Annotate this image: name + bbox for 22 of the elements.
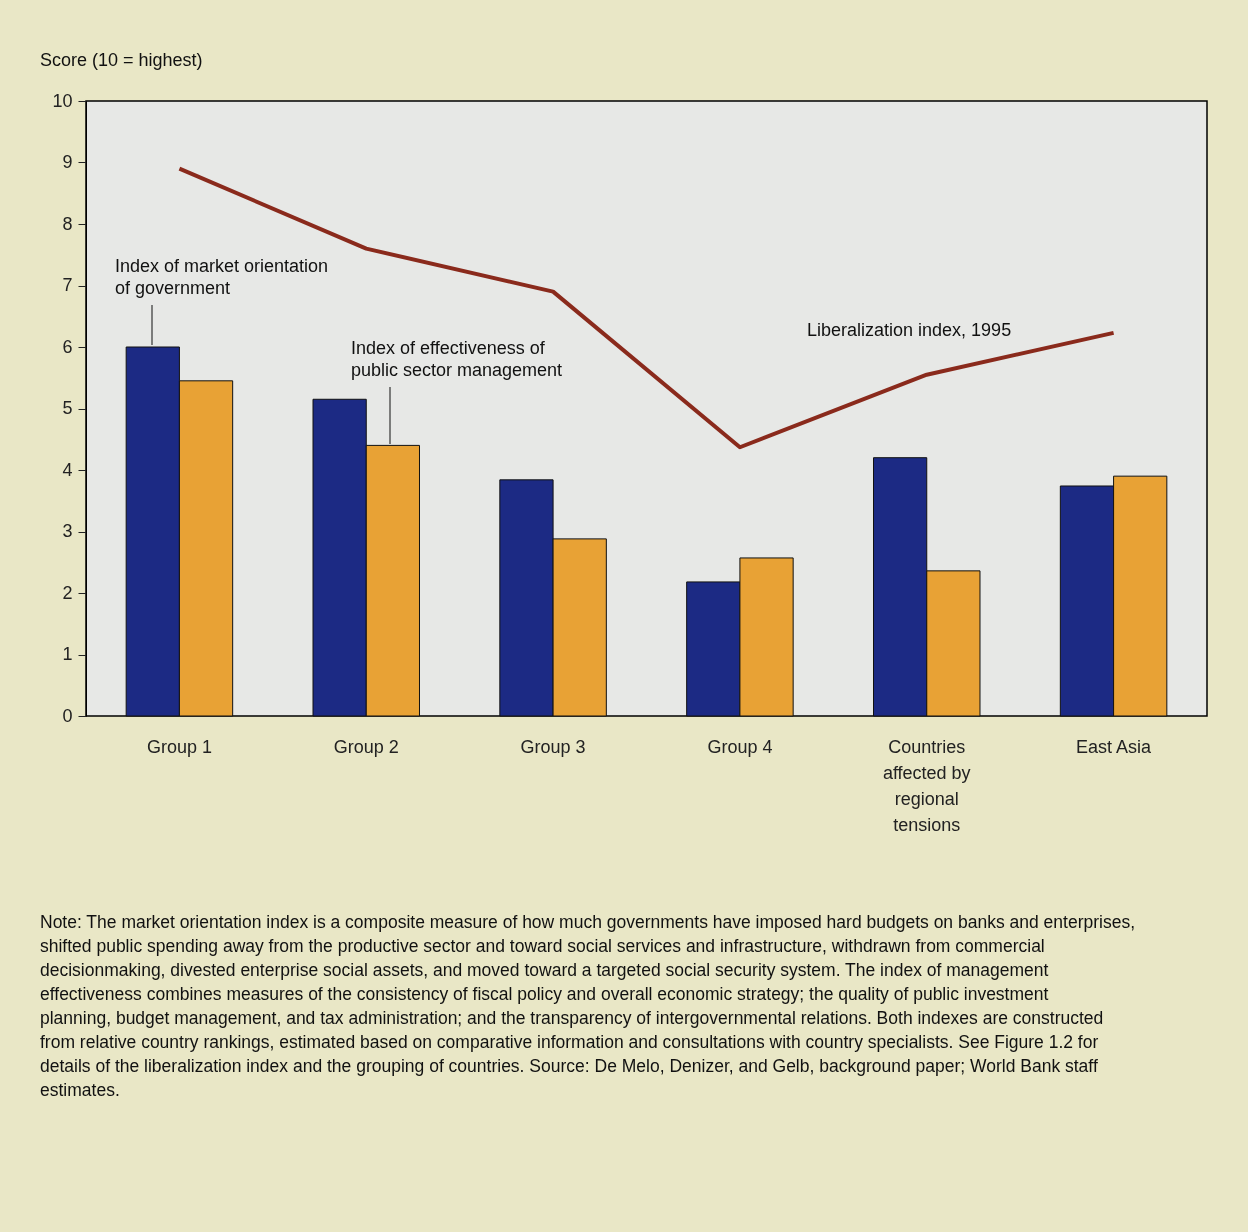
x-tick-label: Group 3 [520,736,586,757]
y-tick-label: 2 [62,582,73,603]
text: Note: The market orientation index is a composite measure of how much governments have imposed hard budgets on banks and enterprises, shifted public spending away from the productive sector and toward social services and infrastructure, withdrawn from commercial decisionmaking, divested enterprise social assets, and moved toward a targeted social security system. The index of management effectiveness combines measures of the consistency of fiscal policy and overall economic strategy; the quality of public investment planning, budget management, and tax administration; and the transparency of intergovernmental relations. Both indexes are constructed from relative country rankings, estimated based on comparative information and consultations with country specialists. See Figure 1.2 for details of the liberalization index and the grouping of countries. Source: De Melo, Denizer, and Gelb, background paper; World Bank staff estimates. [40,912,1136,1100]
y-tick-label: 3 [62,521,73,541]
x-tick-label: East Asia [1076,736,1153,757]
x-tick-label: Group 4 [707,736,773,757]
y-tick-label: 6 [62,336,73,357]
x-tick-label: Group 1 [146,736,212,757]
y-tick-label: 4 [62,459,73,480]
text: Index of effectiveness of public sector management [351,338,563,380]
y-axis-title: Score (10 = highest) [40,50,203,70]
y-tick-label: 10 [52,90,73,111]
y-tick-label: 5 [62,398,73,418]
y-tick-label: 9 [62,152,73,172]
y-tick-label: 7 [62,275,73,295]
y-tick-label: 8 [62,213,73,234]
x-tick-label: Group 2 [333,736,399,757]
y-tick-label: 1 [62,644,73,664]
series-label: Liberalization index, 1995 [807,320,1012,340]
text: Index of market orientation of government [115,256,329,298]
y-tick-label: 0 [62,705,73,726]
x-tick-label: Countries affected by regional tensions [882,736,971,835]
